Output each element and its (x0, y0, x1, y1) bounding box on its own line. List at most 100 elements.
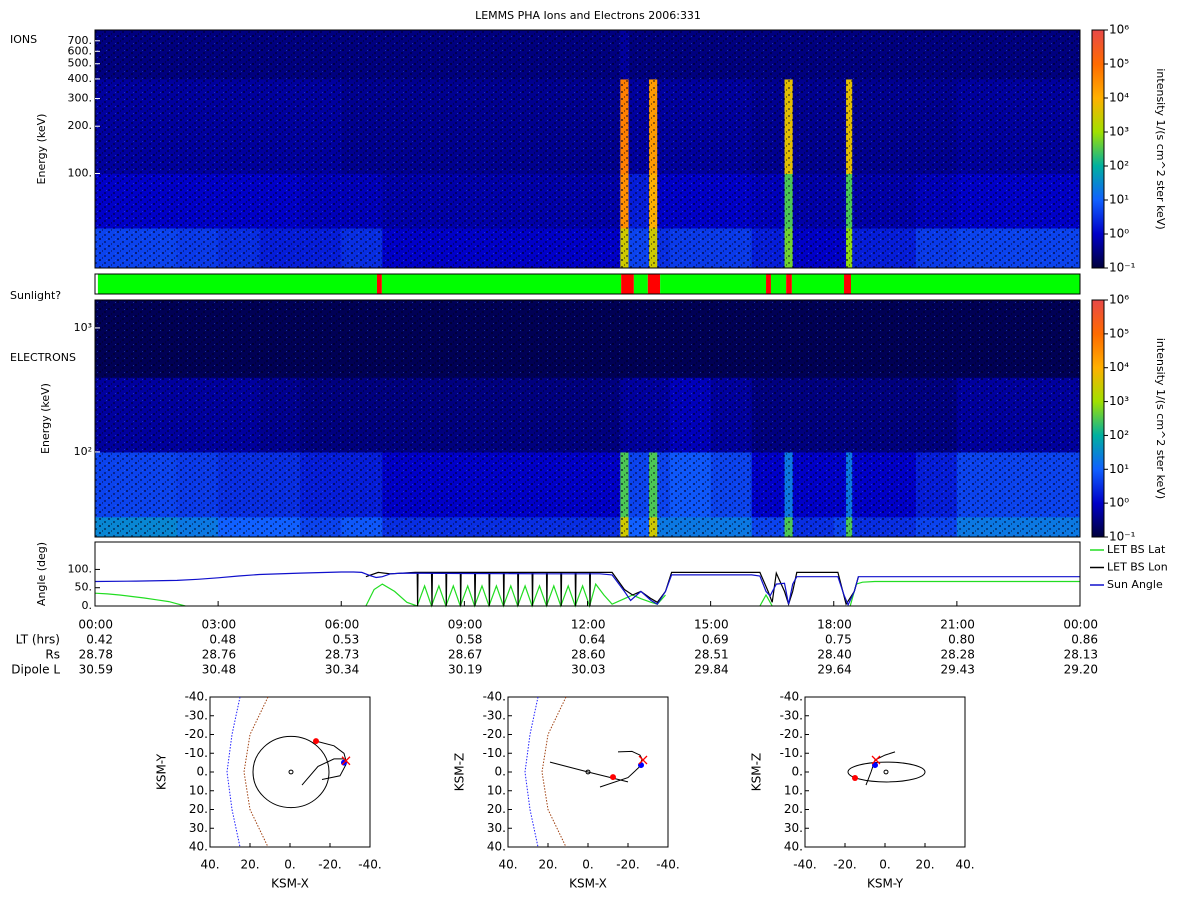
sunlight-segment (376, 274, 382, 294)
y-tick-label: 10. (487, 783, 506, 797)
x-tick-label: 0. (879, 858, 890, 872)
orbit-ellipse (847, 761, 926, 783)
y-tick-label: 30. (189, 821, 208, 835)
y-tick-label: 100. (68, 562, 93, 575)
colorbar-tick-label: 10¹ (1109, 193, 1129, 207)
y-tick-label: 20. (784, 802, 803, 816)
ephemeris-value: 30.03 (571, 663, 605, 677)
panel-frame (94, 29, 1081, 269)
colorbar (1091, 299, 1105, 538)
sunlight-segment (97, 274, 377, 294)
y-tick-label: 600. (68, 44, 93, 57)
ephemeris-value: 28.67 (448, 648, 482, 662)
y-tick-label: -20. (185, 727, 208, 741)
sunlight-segment (660, 274, 767, 294)
y-axis-label: Energy (keV) (35, 114, 48, 185)
panel-label: Sunlight? (10, 289, 61, 302)
y-tick-label: 20. (487, 802, 506, 816)
x-axis-label: KSM-X (569, 877, 607, 891)
colorbar-tick-label: 10⁰ (1109, 227, 1129, 241)
y-axis-label: KSM-Z (750, 753, 764, 791)
y-tick-label: 0. (495, 765, 506, 779)
colorbar-tick-label: 10⁴ (1109, 360, 1129, 374)
position-dot (638, 762, 644, 769)
y-tick-label: 10³ (74, 321, 92, 334)
ephemeris-value: 28.28 (941, 648, 975, 662)
ephemeris-value: 28.73 (325, 648, 359, 662)
y-tick-label: -10. (483, 746, 506, 760)
sunlight-segment (844, 274, 851, 294)
sunlight-segment (791, 274, 845, 294)
colorbar-label: intensity 1/(s cm^2 ster keV) (1154, 68, 1167, 229)
sunlight-segment (633, 274, 648, 294)
panel-label: IONS (10, 33, 37, 46)
orbit-circle (585, 769, 591, 775)
ephemeris-value: 28.13 (1064, 648, 1098, 662)
y-tick-label: -40. (780, 690, 803, 704)
ephemeris-label: Dipole L (11, 663, 60, 677)
ephemeris-value: 29.20 (1064, 663, 1098, 677)
colorbar-tick-label: 10¹ (1109, 462, 1129, 476)
ephemeris-value: 29.43 (941, 663, 975, 677)
ephemeris-value: 28.40 (817, 648, 851, 662)
colorbar-tick-label: 10⁵ (1109, 326, 1129, 340)
panel-frame (94, 299, 1081, 538)
y-tick-label: 30. (784, 821, 803, 835)
x-tick-label: -40. (358, 858, 381, 872)
ephemeris-label: LT (hrs) (16, 633, 60, 647)
ephemeris-value: 30.48 (202, 663, 236, 677)
sunlight-segment (850, 274, 1080, 294)
x-tick-label: 03:00 (202, 618, 237, 632)
x-tick-label: 00:00 (1063, 618, 1098, 632)
x-tick-label: 06:00 (325, 618, 360, 632)
orbit-curve (599, 758, 643, 788)
x-axis-label: KSM-X (271, 877, 309, 891)
ephemeris-label: Rs (45, 648, 60, 662)
legend-label: LET BS Lat (1107, 543, 1166, 556)
orbit-circle (252, 735, 330, 809)
x-tick-label: 20. (915, 858, 934, 872)
ephemeris-value: 0.53 (333, 633, 360, 647)
y-tick-label: 0. (82, 599, 93, 612)
x-tick-label: 00:00 (78, 618, 113, 632)
ephemeris-value: 28.60 (571, 648, 605, 662)
ephemeris-value: 28.78 (79, 648, 113, 662)
panel-frame (94, 273, 1081, 295)
orbit-curve (315, 740, 347, 761)
y-tick-label: 0. (792, 765, 803, 779)
y-axis-label: Angle (deg) (35, 542, 48, 606)
series-line (849, 580, 1080, 607)
figure-title: LEMMS PHA Ions and Electrons 2006:331 (475, 9, 701, 22)
y-tick-label: -30. (483, 708, 506, 722)
x-tick-label: 18:00 (817, 618, 852, 632)
ephemeris-value: 0.64 (579, 633, 606, 647)
y-axis-label: KSM-Y (155, 753, 169, 790)
orbit-curve (549, 761, 629, 783)
orbit-curve (243, 696, 269, 848)
x-tick-label: -20. (833, 858, 856, 872)
sunlight-segment (770, 274, 787, 294)
y-tick-label: 30. (487, 821, 506, 835)
ephemeris-value: 0.48 (209, 633, 236, 647)
series-line (365, 570, 859, 607)
ephemeris-value: 0.58 (456, 633, 483, 647)
x-tick-label: -40. (656, 858, 679, 872)
orbit-circle (883, 769, 889, 775)
x-tick-label: 21:00 (940, 618, 975, 632)
x-tick-label: 20. (538, 858, 557, 872)
orbit-curve (617, 750, 643, 760)
y-tick-label: 500. (68, 57, 93, 70)
y-axis-label: Energy (keV) (39, 383, 52, 454)
ephemeris-value: 30.34 (325, 663, 359, 677)
ephemeris-value: 0.75 (825, 633, 852, 647)
x-tick-label: 40. (498, 858, 517, 872)
y-tick-label: 40. (487, 840, 506, 854)
y-tick-label: 10. (784, 783, 803, 797)
sunlight-segment (786, 274, 792, 294)
x-tick-label: 40. (955, 858, 974, 872)
x-tick-label: 15:00 (694, 618, 729, 632)
ephemeris-value: 0.69 (702, 633, 729, 647)
sunlight-segment (621, 274, 634, 294)
position-dot (313, 738, 319, 745)
colorbar-label: intensity 1/(s cm^2 ster keV) (1154, 338, 1167, 499)
